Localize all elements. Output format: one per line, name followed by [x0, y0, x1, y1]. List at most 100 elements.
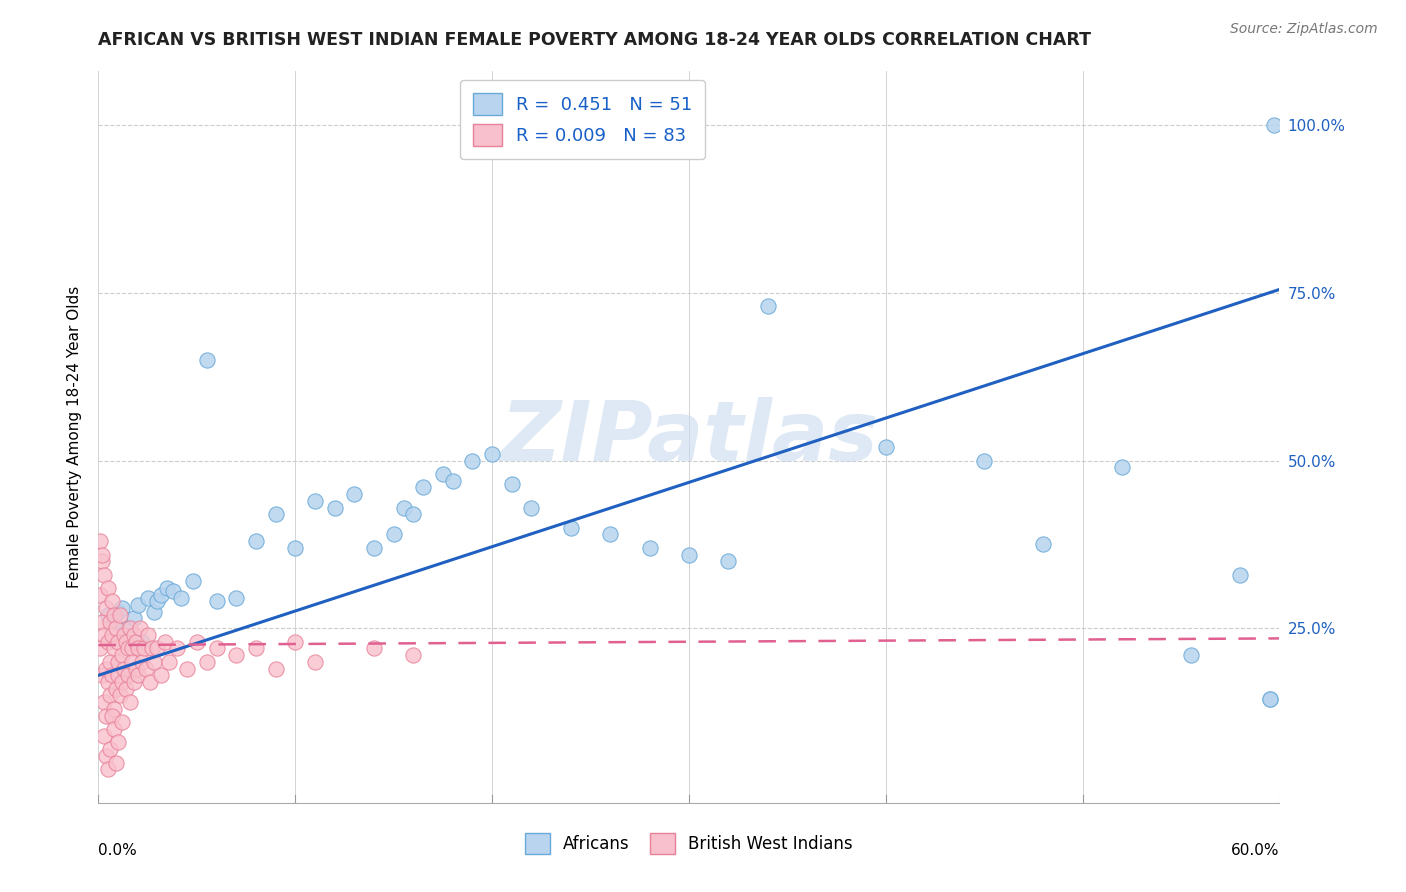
Point	[103, 702, 125, 716]
Point	[91, 615, 114, 629]
Point	[112, 662, 135, 676]
Point	[125, 662, 148, 676]
Point	[412, 480, 434, 494]
Point	[89, 534, 111, 549]
Point	[125, 634, 148, 648]
Point	[105, 756, 128, 770]
Point	[107, 655, 129, 669]
Point	[1258, 691, 1281, 706]
Point	[225, 591, 247, 606]
Point	[128, 621, 150, 635]
Point	[89, 641, 111, 656]
Point	[304, 655, 326, 669]
Text: 0.0%: 0.0%	[98, 843, 138, 858]
Point	[98, 689, 121, 703]
Point	[107, 605, 129, 619]
Point	[103, 607, 125, 622]
Point	[97, 634, 120, 648]
Point	[107, 735, 129, 749]
Point	[111, 675, 134, 690]
Point	[115, 634, 138, 648]
Point	[131, 634, 153, 648]
Point	[245, 534, 267, 549]
Point	[138, 675, 160, 690]
Point	[284, 541, 307, 555]
Point	[382, 527, 405, 541]
Point	[481, 447, 503, 461]
Point	[93, 729, 115, 743]
Point	[136, 591, 159, 606]
Point	[111, 648, 134, 662]
Point	[166, 641, 188, 656]
Point	[1111, 460, 1133, 475]
Point	[195, 655, 218, 669]
Point	[89, 588, 111, 602]
Point	[402, 508, 425, 522]
Point	[108, 607, 131, 622]
Point	[91, 548, 114, 562]
Point	[717, 554, 740, 568]
Point	[150, 668, 173, 682]
Point	[323, 500, 346, 515]
Point	[392, 500, 415, 515]
Point	[205, 641, 228, 656]
Point	[127, 641, 149, 656]
Legend: Africans, British West Indians: Africans, British West Indians	[519, 827, 859, 860]
Point	[97, 675, 120, 690]
Point	[363, 541, 385, 555]
Point	[118, 695, 141, 709]
Point	[1258, 691, 1281, 706]
Point	[135, 662, 157, 676]
Point	[264, 662, 287, 676]
Point	[101, 708, 124, 723]
Point	[101, 594, 124, 608]
Text: 60.0%: 60.0%	[1232, 843, 1279, 858]
Point	[111, 601, 134, 615]
Point	[96, 748, 118, 763]
Point	[115, 681, 138, 696]
Point	[91, 554, 114, 568]
Point	[121, 655, 143, 669]
Point	[678, 548, 700, 562]
Point	[98, 742, 121, 756]
Point	[875, 440, 897, 454]
Point	[363, 641, 385, 656]
Point	[97, 762, 120, 776]
Point	[93, 628, 115, 642]
Point	[142, 605, 165, 619]
Point	[264, 508, 287, 522]
Point	[176, 662, 198, 676]
Point	[150, 588, 173, 602]
Text: ZIPatlas: ZIPatlas	[501, 397, 877, 477]
Point	[127, 598, 149, 612]
Text: Source: ZipAtlas.com: Source: ZipAtlas.com	[1230, 22, 1378, 37]
Point	[112, 628, 135, 642]
Point	[107, 634, 129, 648]
Point	[117, 621, 139, 635]
Point	[1180, 648, 1202, 662]
Point	[205, 594, 228, 608]
Point	[122, 675, 145, 690]
Point	[156, 581, 179, 595]
Point	[1229, 567, 1251, 582]
Point	[142, 655, 165, 669]
Point	[101, 668, 124, 682]
Point	[103, 615, 125, 629]
Point	[501, 477, 523, 491]
Point	[127, 668, 149, 682]
Point	[560, 521, 582, 535]
Point	[1032, 537, 1054, 551]
Point	[98, 615, 121, 629]
Point	[461, 453, 484, 467]
Point	[96, 708, 118, 723]
Point	[441, 474, 464, 488]
Point	[117, 641, 139, 656]
Point	[122, 628, 145, 642]
Point	[98, 655, 121, 669]
Point	[402, 648, 425, 662]
Point	[146, 594, 169, 608]
Point	[181, 574, 204, 589]
Point	[132, 641, 155, 656]
Point	[93, 695, 115, 709]
Point	[146, 641, 169, 656]
